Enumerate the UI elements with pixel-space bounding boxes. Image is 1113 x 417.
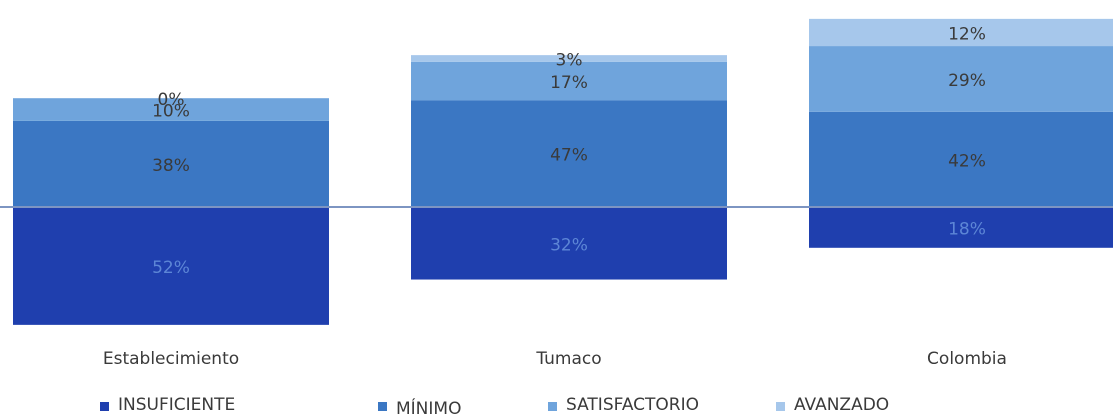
value-label: 18%	[948, 219, 986, 239]
bar-segment	[411, 100, 727, 207]
value-label: 29%	[948, 71, 986, 91]
value-label: 12%	[948, 24, 986, 44]
bar-segment	[13, 98, 329, 121]
x-tick-label: Tumaco	[535, 349, 601, 369]
legend-label: INSUFICIENTE	[118, 395, 235, 415]
bar-segment	[13, 120, 329, 207]
x-tick-label: Colombia	[927, 349, 1007, 369]
legend-marker	[378, 402, 387, 411]
x-tick-label: Establecimiento	[103, 349, 239, 369]
value-label: 52%	[152, 258, 190, 278]
bar-segment	[809, 207, 1113, 248]
value-label: 32%	[550, 235, 588, 255]
value-label: 42%	[948, 151, 986, 171]
value-label: 10%	[152, 102, 190, 122]
bar-segment	[411, 55, 727, 62]
bar-segment	[809, 111, 1113, 207]
value-label: 17%	[550, 73, 588, 93]
legend-marker	[548, 402, 557, 411]
bar-segment	[411, 61, 727, 101]
legend-label: AVANZADO	[794, 395, 889, 415]
value-label: 3%	[556, 51, 583, 71]
legend-label: SATISFACTORIO	[566, 395, 699, 415]
bar-segment	[809, 18, 1113, 47]
value-label: 47%	[550, 146, 588, 166]
legend-marker	[100, 402, 109, 411]
bar-segment	[13, 207, 329, 325]
legend-label: MÍNIMO	[396, 397, 461, 417]
value-label: 38%	[152, 156, 190, 176]
bar-segment	[411, 207, 727, 280]
legend-marker	[776, 402, 785, 411]
bar-segment	[809, 46, 1113, 112]
value-label: 0%	[158, 90, 185, 110]
